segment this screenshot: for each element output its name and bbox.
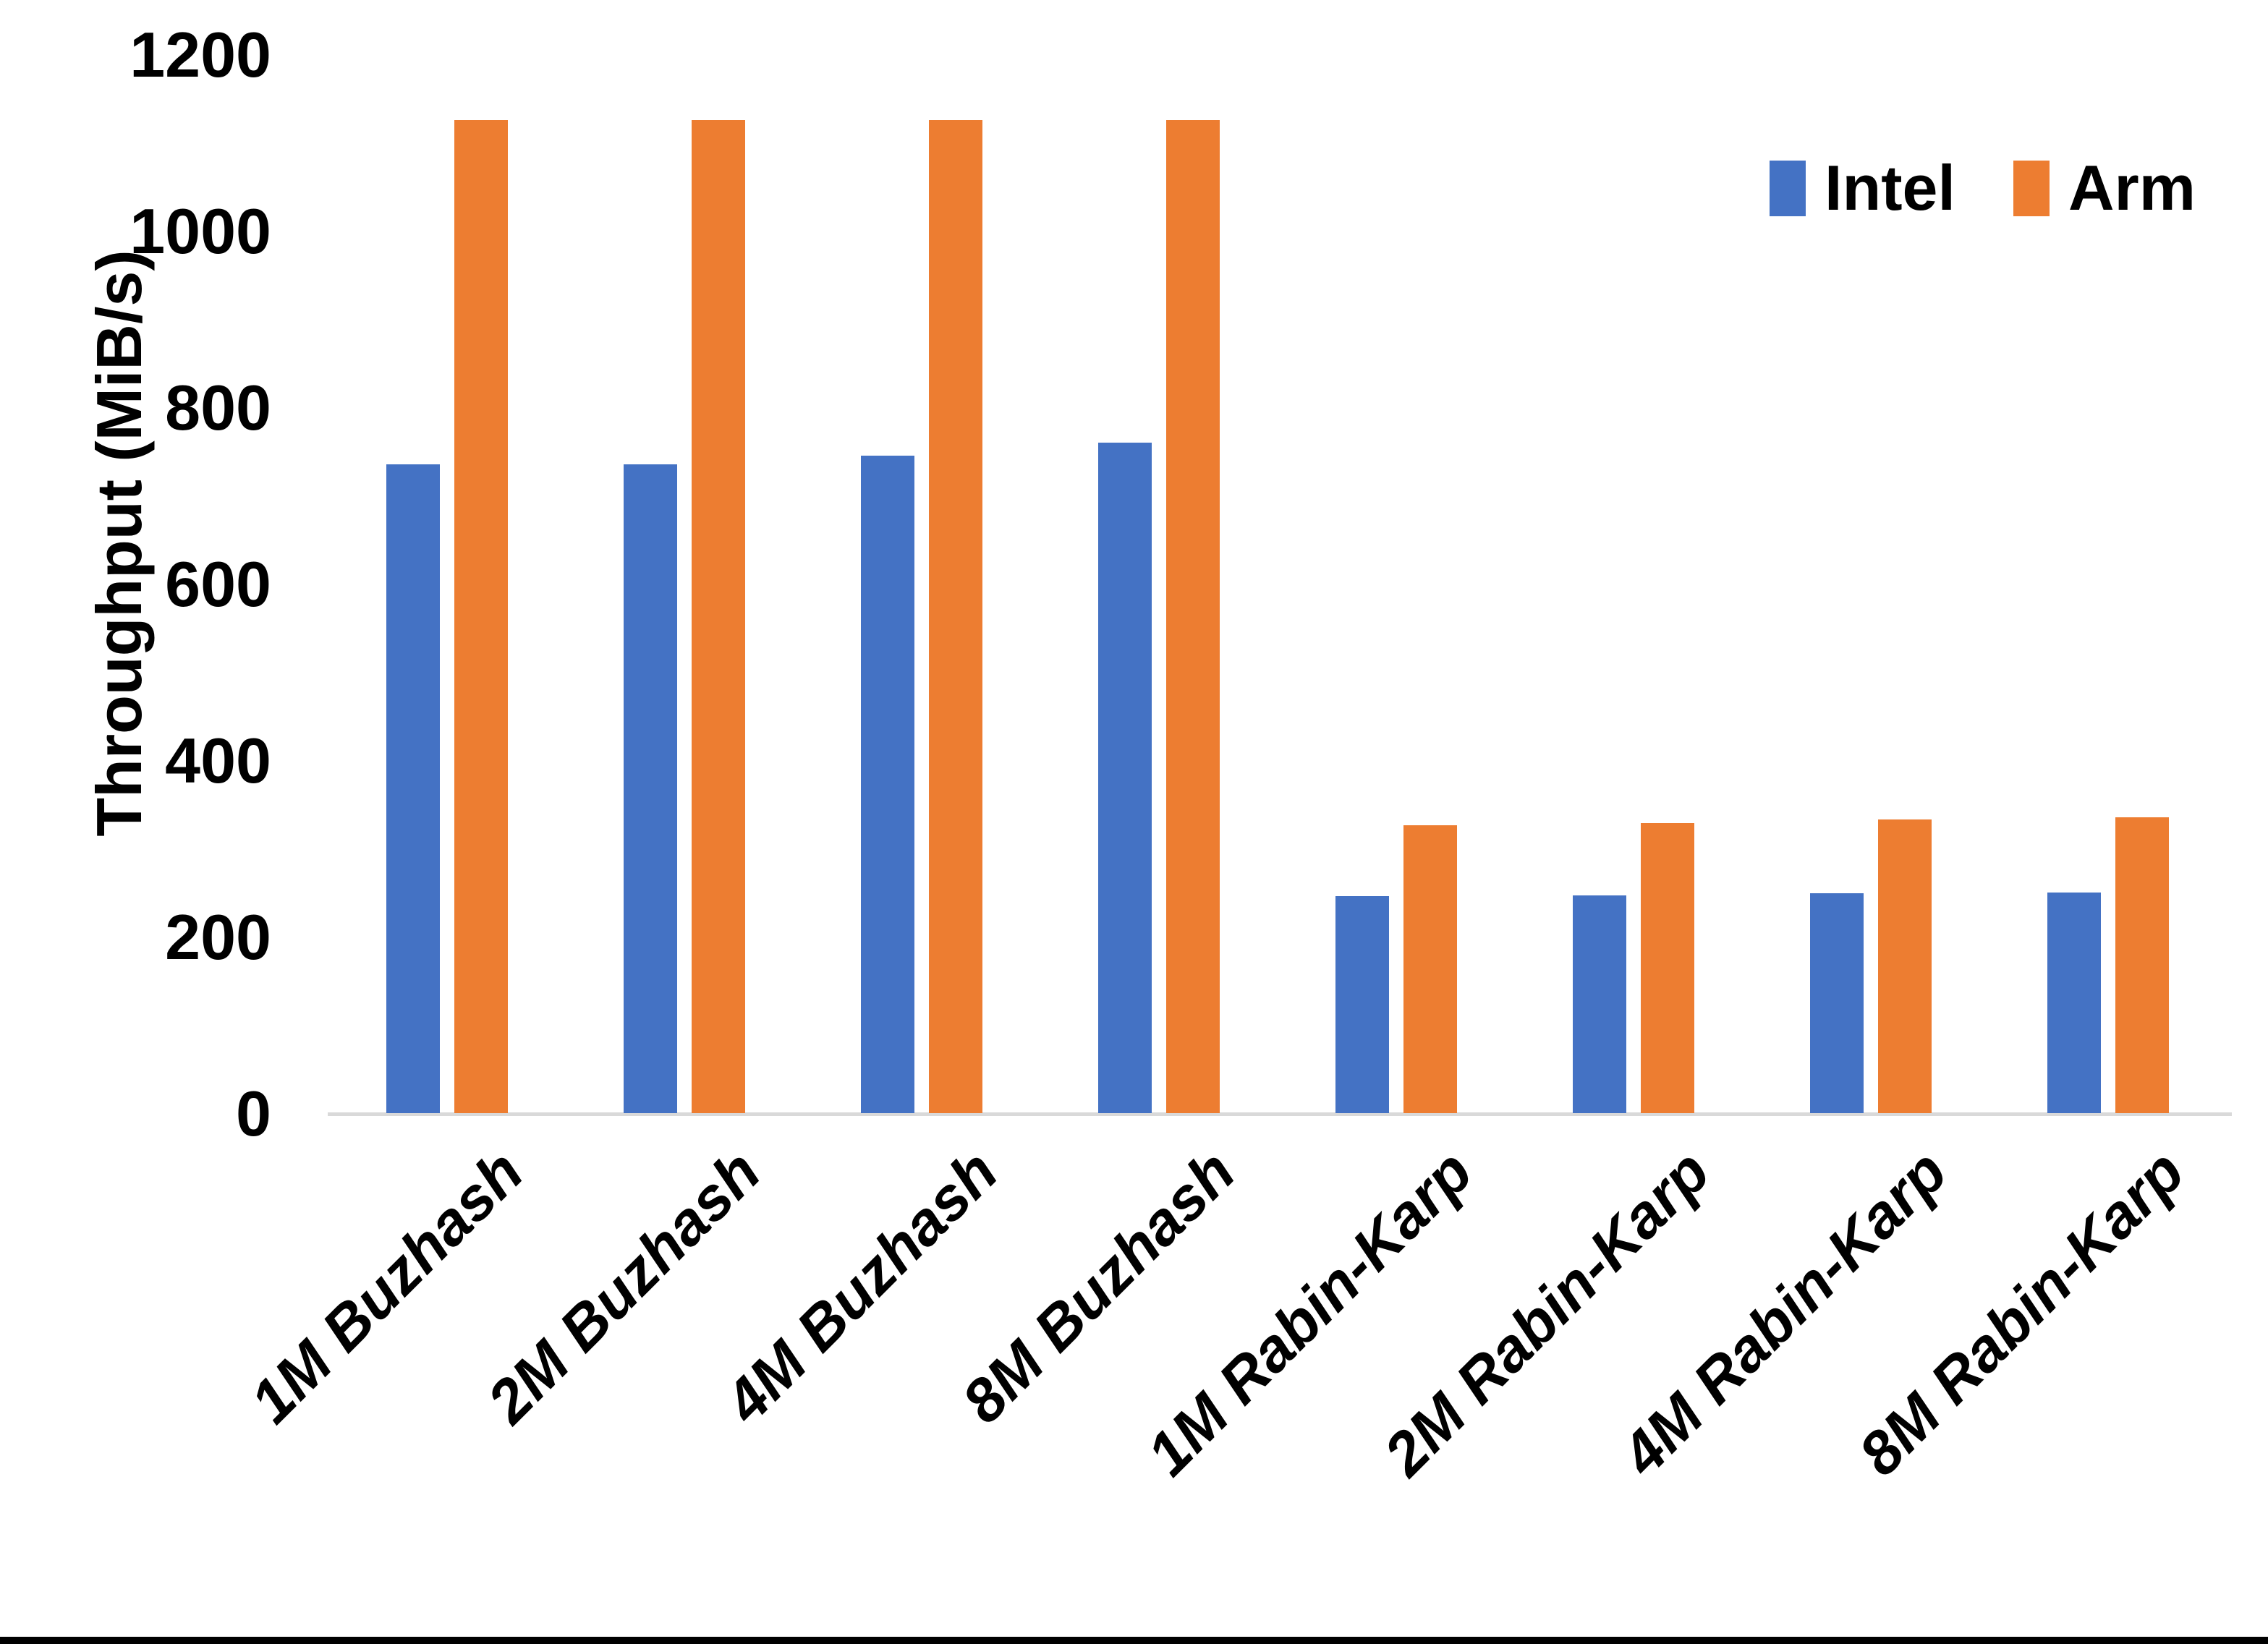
category-label-1m-rabin-karp: 1M Rabin-Karp <box>1134 1137 1485 1488</box>
bar-arm-2m-buzhash <box>692 120 745 1113</box>
legend-item-arm: Arm <box>2013 152 2196 224</box>
y-tick-label-1200: 1200 <box>129 19 271 90</box>
category-label-4m-buzhash: 4M Buzhash <box>711 1137 1011 1436</box>
category-label-8m-buzhash: 8M Buzhash <box>948 1137 1248 1436</box>
bar-intel-8m-rabin-karp <box>2047 893 2101 1113</box>
bar-arm-2m-rabin-karp <box>1641 823 1694 1113</box>
bar-arm-8m-buzhash <box>1166 120 1220 1113</box>
category-label-2m-rabin-karp: 2M Rabin-Karp <box>1371 1137 1723 1488</box>
category-label-1m-buzhash: 1M Buzhash <box>237 1137 536 1436</box>
x-axis-line <box>328 1112 2232 1116</box>
y-tick-label-200: 200 <box>165 901 271 973</box>
y-tick-label-400: 400 <box>165 725 271 796</box>
bar-intel-1m-rabin-karp <box>1335 896 1389 1113</box>
bar-arm-4m-rabin-karp <box>1878 819 1932 1113</box>
legend-swatch-arm <box>2013 160 2050 216</box>
bar-intel-4m-rabin-karp <box>1810 893 1864 1113</box>
bar-intel-1m-buzhash <box>386 464 440 1113</box>
category-label-8m-rabin-karp: 8M Rabin-Karp <box>1846 1137 2197 1488</box>
y-tick-label-1000: 1000 <box>129 195 271 267</box>
y-tick-label-0: 0 <box>236 1078 271 1149</box>
legend-label-intel: Intel <box>1825 152 1955 223</box>
bar-arm-1m-rabin-karp <box>1403 825 1457 1113</box>
category-label-2m-buzhash: 2M Buzhash <box>474 1137 773 1436</box>
legend-item-intel: Intel <box>1770 152 1955 224</box>
bar-intel-4m-buzhash <box>861 456 914 1113</box>
bar-intel-2m-buzhash <box>624 464 677 1113</box>
bar-arm-4m-buzhash <box>929 120 982 1113</box>
legend-swatch-intel <box>1770 160 1806 216</box>
legend: Intel Arm <box>1712 152 2196 224</box>
legend-label-arm: Arm <box>2068 152 2196 223</box>
bar-intel-8m-buzhash <box>1098 443 1152 1113</box>
y-tick-label-800: 800 <box>165 372 271 443</box>
category-label-4m-rabin-karp: 4M Rabin-Karp <box>1608 1137 1960 1488</box>
bar-arm-8m-rabin-karp <box>2115 817 2169 1113</box>
y-tick-label-600: 600 <box>165 548 271 620</box>
bar-arm-1m-buzhash <box>454 120 508 1113</box>
bottom-border <box>0 1637 2268 1644</box>
bar-intel-2m-rabin-karp <box>1573 895 1626 1113</box>
